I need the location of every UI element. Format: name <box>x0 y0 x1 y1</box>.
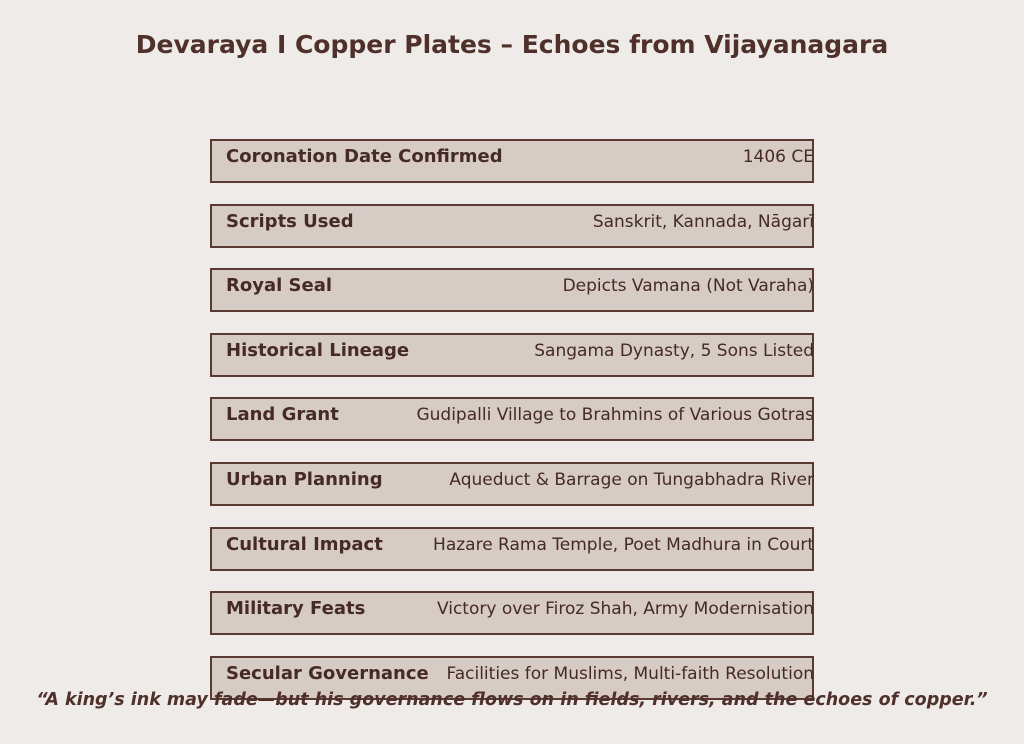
fact-label: Secular Governance <box>226 662 429 684</box>
fact-value: Sangama Dynasty, 5 Sons Listed <box>534 340 814 361</box>
fact-value: Facilities for Muslims, Multi-faith Reso… <box>446 663 815 684</box>
fact-row: Scripts Used Sanskrit, Kannada, Nāgarī <box>210 203 814 248</box>
fact-row: Cultural Impact Hazare Rama Temple, Poet … <box>210 526 814 571</box>
fact-row: Urban Planning Aqueduct & Barrage on Tung… <box>210 462 814 506</box>
fact-value: 1406 CE <box>742 147 814 167</box>
fact-value: Aqueduct & Barrage on Tungabhadra River <box>449 470 814 490</box>
fact-label: Urban Planning <box>226 469 383 490</box>
fact-row: Historical Lineage Sangama Dynasty, 5 Son… <box>210 332 814 377</box>
fact-value: Depicts Vamana (Not Varaha) <box>562 276 814 297</box>
fact-row: Secular Governance Facilities for Muslims… <box>210 655 815 700</box>
fact-row: Military Feats Victory over Firoz Shah, A… <box>210 591 814 636</box>
page-title: Devaraya I Copper Plates – Echoes from V… <box>135 30 889 59</box>
fact-label: Historical Lineage <box>226 339 410 361</box>
fact-label: Coronation Date Confirmed <box>226 146 503 167</box>
fact-label: Cultural Impact <box>226 533 383 555</box>
fact-value: Victory over Firoz Shah, Army Modernisat… <box>436 599 814 620</box>
fact-label: Military Feats <box>226 598 366 620</box>
fact-value: Gudipalli Village to Brahmins of Various… <box>416 405 814 426</box>
fact-label: Royal Seal <box>226 275 333 297</box>
fact-value: Hazare Rama Temple, Poet Madhura in Cour… <box>433 534 814 555</box>
fact-row: Coronation Date Confirmed 1406 CE <box>210 139 814 183</box>
fact-label: Scripts Used <box>226 210 354 232</box>
fact-row: Land Grant Gudipalli Village to Brahmins … <box>210 397 814 442</box>
fact-label: Land Grant <box>226 404 339 426</box>
fact-row: Royal Seal Depicts Vamana (Not Varaha) <box>210 268 814 313</box>
closing-quote: “A king’s ink may fade—but his governanc… <box>36 690 988 710</box>
fact-value: Sanskrit, Kannada, Nāgarī <box>592 211 814 232</box>
